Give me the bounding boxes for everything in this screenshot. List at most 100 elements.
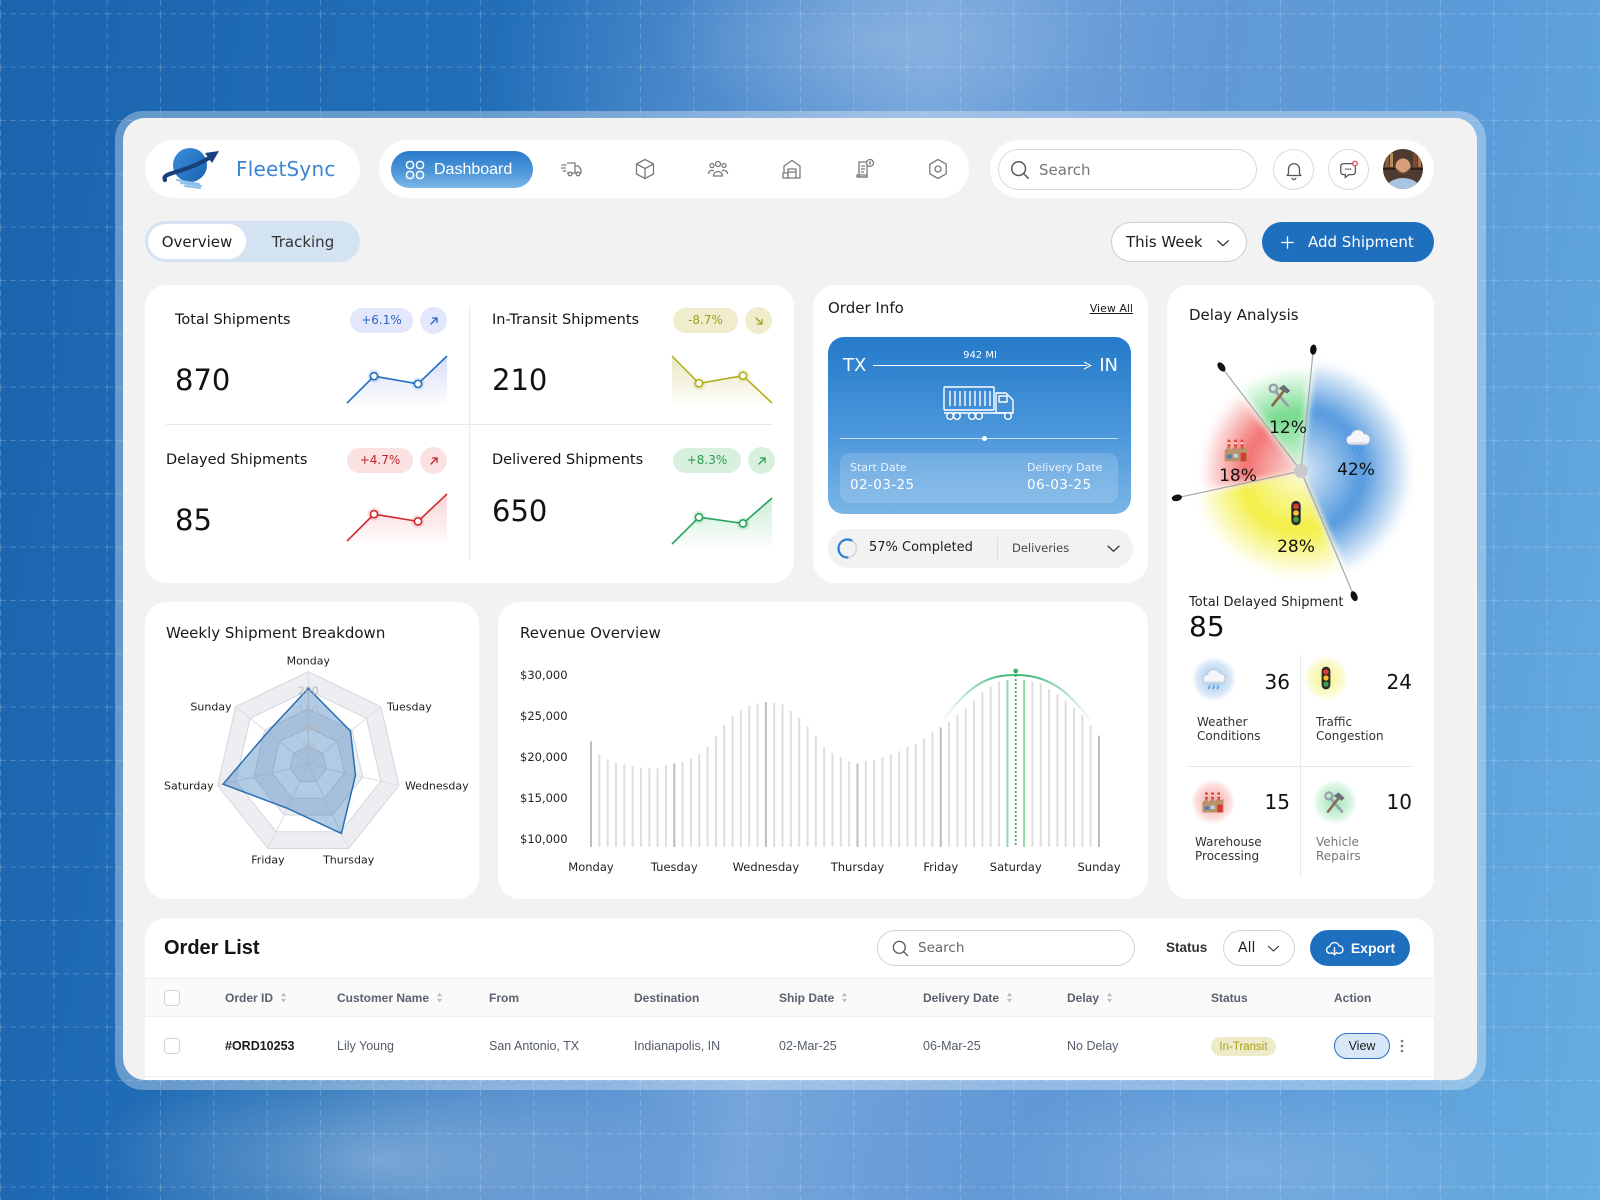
status-filter-select[interactable]: All: [1223, 930, 1295, 966]
radar-axis-label: Saturday: [164, 779, 214, 792]
sparkline-point: [413, 516, 423, 526]
traffic-label: Traffic Congestion: [1316, 715, 1384, 743]
table-row[interactable]: #ORD10253 Lily Young San Antonio, TX Ind…: [145, 1017, 1434, 1077]
nav-dashboard-button[interactable]: Dashboard: [391, 151, 533, 188]
route-distance: 942 MI: [963, 350, 997, 361]
x-axis-label: Sunday: [1077, 860, 1120, 874]
sort-icon: [1006, 992, 1013, 1003]
sparkline-point: [738, 371, 748, 381]
weekly-radar-chart: 50 100 150 200 Monday Tuesday Wednesday Thursda…: [164, 655, 469, 867]
start-date-label: Start Date: [850, 461, 907, 474]
total-delayed-value: 85: [1189, 610, 1225, 643]
view-all-link[interactable]: View All: [1089, 302, 1133, 315]
y-axis-label: $25,000: [520, 709, 568, 723]
search-icon: [891, 939, 910, 958]
revenue-highlight-curve: [940, 673, 1094, 725]
export-button[interactable]: Export: [1310, 930, 1410, 966]
vehicle-glow: [1313, 780, 1357, 824]
pie-slice-traffic[interactable]: [1196, 471, 1341, 579]
pie-slice-vehicle[interactable]: [1240, 367, 1309, 471]
sort-icon: [841, 992, 848, 1003]
pin-head: [1350, 591, 1358, 602]
messages-button[interactable]: [1328, 149, 1369, 190]
sparkline-line: [346, 355, 448, 404]
tab-overview[interactable]: Overview: [148, 224, 246, 259]
fast-delivery-truck-icon: [560, 162, 582, 177]
col-status-label: Status: [1211, 990, 1248, 1005]
cloud-rain-icon: [1200, 665, 1228, 693]
arrow-up-right-icon: [429, 316, 438, 325]
tab-tracking[interactable]: Tracking: [271, 232, 335, 251]
pie-divider-pin: [1300, 349, 1314, 472]
reason-weather[interactable]: 36 Weather Conditions: [1167, 645, 1300, 765]
weekly-breakdown-title: Weekly Shipment Breakdown: [166, 624, 386, 642]
select-all-checkbox[interactable]: [164, 989, 180, 1006]
kpi-delivered-trend[interactable]: [748, 447, 775, 474]
container-truck-icon: [943, 386, 1014, 421]
pin-head: [1310, 344, 1317, 355]
radar-axis-label: Friday: [251, 853, 285, 866]
row-checkbox[interactable]: [164, 1038, 180, 1054]
period-select[interactable]: This Week: [1111, 222, 1247, 262]
col-ship-date[interactable]: Ship Date: [779, 979, 848, 1016]
reason-traffic[interactable]: 24 Traffic Congestion: [1301, 645, 1434, 765]
dashboard-window: FleetSync Dashboard: [123, 118, 1477, 1080]
delivery-date-value: 06-03-25: [1027, 477, 1092, 493]
kpi-in-transit-trend[interactable]: [745, 307, 772, 334]
kpi-in-transit-title: In-Transit Shipments: [492, 312, 640, 328]
col-delivery-date[interactable]: Delivery Date: [923, 979, 1013, 1016]
settings-hexagon-icon: [929, 158, 947, 180]
nav-packages-button[interactable]: [630, 154, 660, 184]
notifications-button[interactable]: [1273, 149, 1314, 190]
tools-icon: [1265, 380, 1295, 410]
revenue-highlight-dot[interactable]: [1013, 668, 1019, 674]
arrow-up-right-icon: [757, 456, 766, 465]
status-filter-value: All: [1238, 940, 1256, 956]
sparkline-line: [671, 497, 773, 545]
delivery-filter-select[interactable]: Deliveries: [1004, 529, 1133, 568]
add-shipment-button[interactable]: Add Shipment: [1262, 222, 1434, 262]
brand-logo[interactable]: FleetSync: [145, 140, 360, 198]
pin-head: [1171, 494, 1182, 502]
delay-analysis-title: Delay Analysis: [1189, 306, 1299, 324]
radar-ring-label: 200: [298, 684, 319, 697]
col-customer-name[interactable]: Customer Name: [337, 979, 443, 1016]
progress-divider: [997, 537, 998, 560]
cloud-download-icon: [1325, 941, 1344, 956]
route-dates: Start Date 02-03-25 Delivery Date 06-03-…: [840, 453, 1118, 503]
weather-label: Weather Conditions: [1197, 715, 1261, 743]
view-order-button[interactable]: View: [1334, 1033, 1390, 1059]
kpi-divider-horizontal: [166, 424, 773, 425]
nav-shipments-button[interactable]: [557, 154, 587, 184]
global-search-input[interactable]: Search: [998, 149, 1257, 190]
warehouse-icon: [782, 159, 801, 179]
factory-icon: [1221, 435, 1251, 465]
user-avatar[interactable]: [1383, 149, 1423, 189]
nav-billing-button[interactable]: [850, 154, 880, 184]
pie-slice-weather[interactable]: [1301, 359, 1413, 573]
progress-label: 57% Completed: [869, 540, 973, 555]
reason-vehicle[interactable]: 10 Vehicle Repairs: [1301, 767, 1434, 887]
col-order-id[interactable]: Order ID: [225, 979, 287, 1016]
nav-team-button[interactable]: [703, 154, 733, 184]
warehouse-glow: [1191, 780, 1235, 824]
cell-ship-date: 02-Mar-25: [779, 1039, 837, 1053]
reason-warehouse[interactable]: 15 Warehouse Processing: [1167, 767, 1300, 887]
route-card[interactable]: TX IN 942 MI Start Date 02-03-25 Deliver…: [828, 337, 1131, 514]
pie-slice-warehouse[interactable]: [1201, 393, 1301, 490]
nav-warehouse-button[interactable]: [777, 154, 807, 184]
plus-icon: [1281, 235, 1294, 249]
reason-grid-divider-horizontal: [1188, 766, 1412, 767]
order-search-input[interactable]: Search: [877, 930, 1135, 966]
kpi-delayed-trend[interactable]: [420, 447, 447, 474]
traffic-glow: [1304, 656, 1348, 700]
kpi-delayed-change-badge: +4.7%: [347, 448, 413, 473]
sparkline-point: [738, 519, 748, 528]
bell-icon: [1285, 162, 1302, 180]
kpi-total-trend[interactable]: [420, 307, 447, 334]
kebab-menu-icon[interactable]: [1397, 1038, 1407, 1054]
nav-settings-button[interactable]: [923, 154, 953, 184]
col-delay[interactable]: Delay: [1067, 979, 1113, 1016]
invoice-billing-icon: [856, 158, 875, 178]
col-order-id-label: Order ID: [225, 990, 274, 1005]
